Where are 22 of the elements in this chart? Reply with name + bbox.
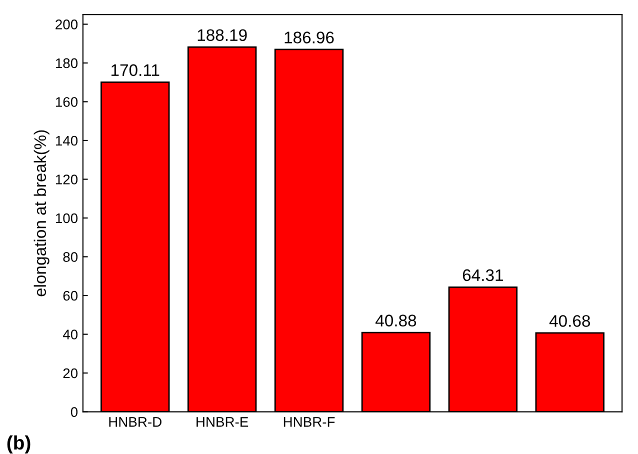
y-tick-label: 140 <box>56 136 78 146</box>
x-tick-label: HNBR-D <box>109 417 162 427</box>
y-tick-label: 20 <box>63 368 78 378</box>
data-label: 186.96 <box>284 32 334 44</box>
y-tick-label: 180 <box>56 58 78 68</box>
data-label: 40.68 <box>549 315 590 327</box>
y-tick-label: 100 <box>56 213 78 224</box>
y-tick-label: 200 <box>56 20 78 30</box>
y-tick-label: 40 <box>62 330 78 340</box>
y-tick-label: 120 <box>56 174 78 184</box>
x-tick-label: HNBR-E <box>196 417 248 427</box>
y-tick-label: 160 <box>56 97 78 107</box>
x-tick-label: HNBR-F <box>284 417 335 427</box>
data-label: 170.11 <box>112 64 160 76</box>
y-tick-label: 80 <box>63 252 78 262</box>
data-label: 64.31 <box>462 269 503 282</box>
data-label: 40.88 <box>376 314 416 326</box>
data-label: 188.19 <box>198 29 247 42</box>
y-tick-label: 60 <box>63 290 78 301</box>
y-tick-label: 0 <box>70 407 78 417</box>
text: (b) <box>7 435 30 454</box>
y-axis-title: elongation at break(%) <box>34 130 50 296</box>
